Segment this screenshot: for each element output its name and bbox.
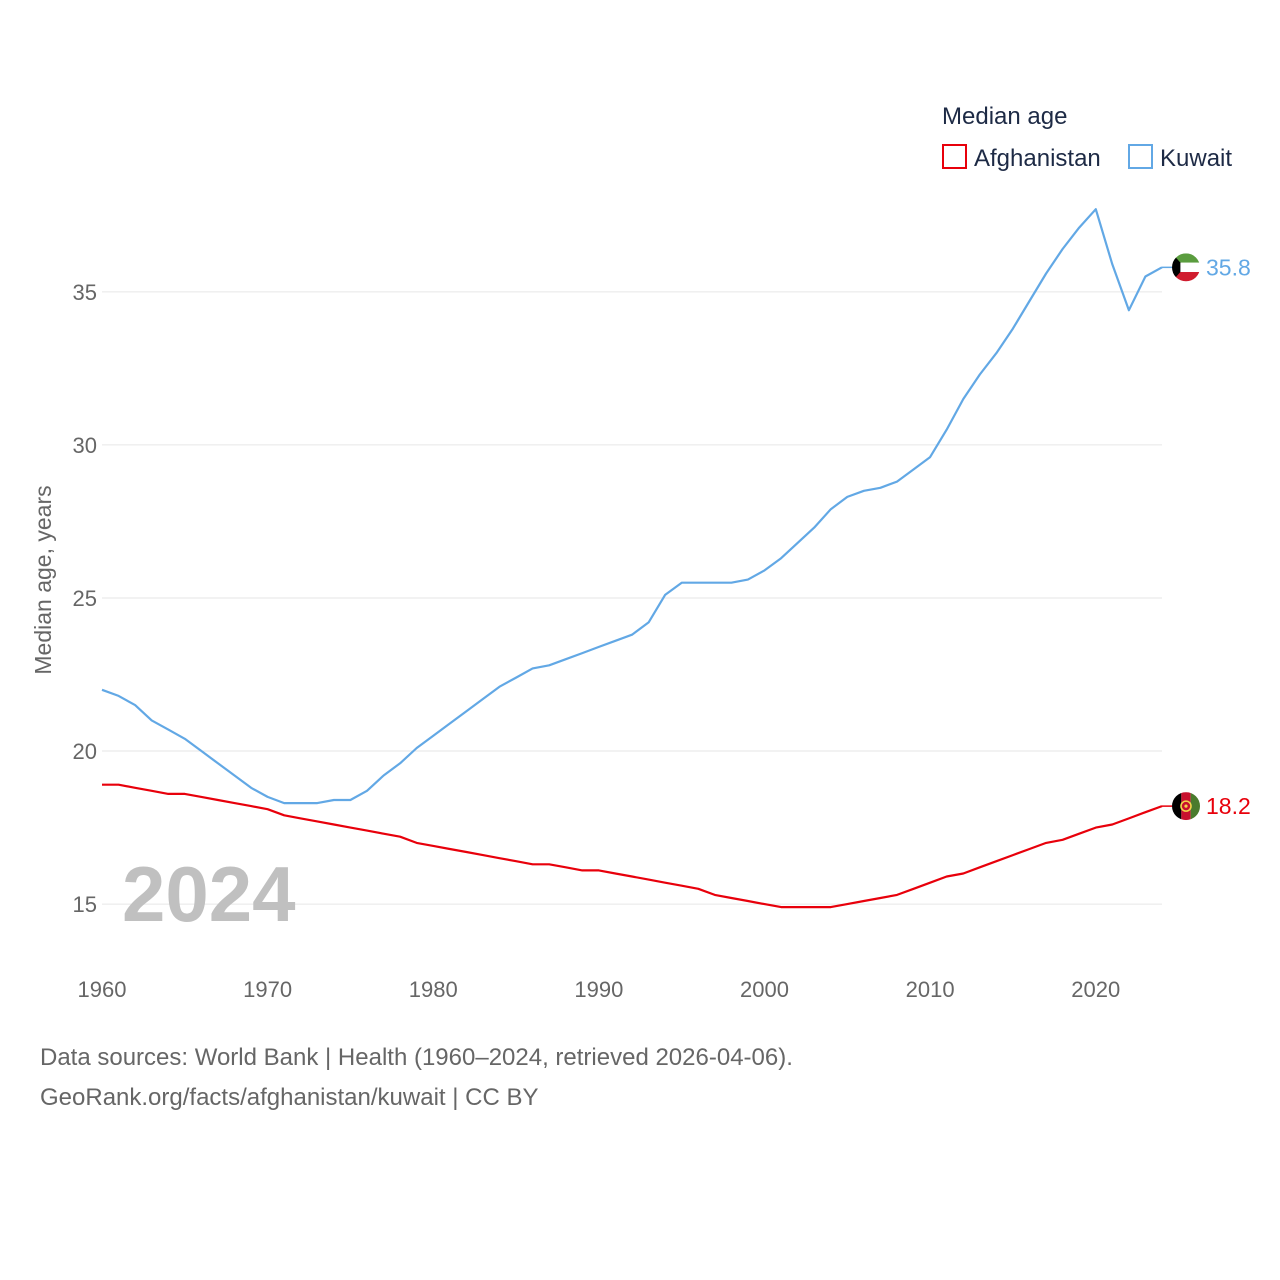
legend-label-afghanistan: Afghanistan xyxy=(974,145,1101,172)
end-value-label-afghanistan: 18.2 xyxy=(1206,793,1251,819)
y-axis-ticks: 15 20 25 30 35 xyxy=(73,280,97,917)
flag-trapezoid-black xyxy=(1172,253,1181,282)
x-tick-label-1960: 1960 xyxy=(78,977,127,1002)
flag-band-white xyxy=(1172,262,1200,273)
license-line: GeoRank.org/facts/afghanistan/kuwait | C… xyxy=(40,1084,539,1111)
legend-swatch-kuwait xyxy=(1128,144,1153,169)
x-tick-label-2020: 2020 xyxy=(1071,977,1120,1002)
y-tick-label-35: 35 xyxy=(73,280,97,305)
x-tick-label-1970: 1970 xyxy=(243,977,292,1002)
legend-swatch-afghanistan xyxy=(942,144,967,169)
flag-emblem-center xyxy=(1184,804,1188,808)
x-tick-label-1990: 1990 xyxy=(574,977,623,1002)
flag-emblem xyxy=(1180,800,1192,812)
x-tick-label-2000: 2000 xyxy=(740,977,789,1002)
flag-band-red xyxy=(1172,272,1200,282)
x-axis-ticks: 1960 1970 1980 1990 2000 2010 2020 xyxy=(78,977,1121,1002)
flag-band-green xyxy=(1190,792,1200,821)
grid-lines xyxy=(102,291,1162,905)
x-tick-label-1980: 1980 xyxy=(409,977,458,1002)
legend-item-afghanistan[interactable]: Afghanistan xyxy=(942,144,1101,172)
afghanistan-flag-icon xyxy=(1172,792,1200,821)
kuwait-flag-icon xyxy=(1172,253,1200,282)
source-line: Data sources: World Bank | Health (1960–… xyxy=(40,1044,793,1071)
y-tick-label-25: 25 xyxy=(73,586,97,611)
year-watermark: 2024 xyxy=(122,850,296,938)
legend-title: Median age xyxy=(942,103,1067,130)
series-line-kuwait xyxy=(101,208,1163,805)
legend-item-kuwait[interactable]: Kuwait xyxy=(1128,144,1232,172)
series-end-markers: 18.2 35.8 xyxy=(1162,253,1251,821)
flag-band-black xyxy=(1172,792,1182,821)
end-value-label-kuwait: 35.8 xyxy=(1206,254,1251,280)
legend: Median age Afghanistan Kuwait xyxy=(942,103,1232,172)
series-lines xyxy=(101,208,1163,909)
y-tick-label-20: 20 xyxy=(73,739,97,764)
y-axis-label: Median age, years xyxy=(30,485,56,674)
flag-band-green xyxy=(1172,253,1200,263)
x-tick-label-2010: 2010 xyxy=(906,977,955,1002)
series-line-afghanistan xyxy=(102,783,1163,909)
legend-label-kuwait: Kuwait xyxy=(1160,145,1232,172)
y-tick-label-30: 30 xyxy=(73,433,97,458)
y-tick-label-15: 15 xyxy=(73,892,97,917)
